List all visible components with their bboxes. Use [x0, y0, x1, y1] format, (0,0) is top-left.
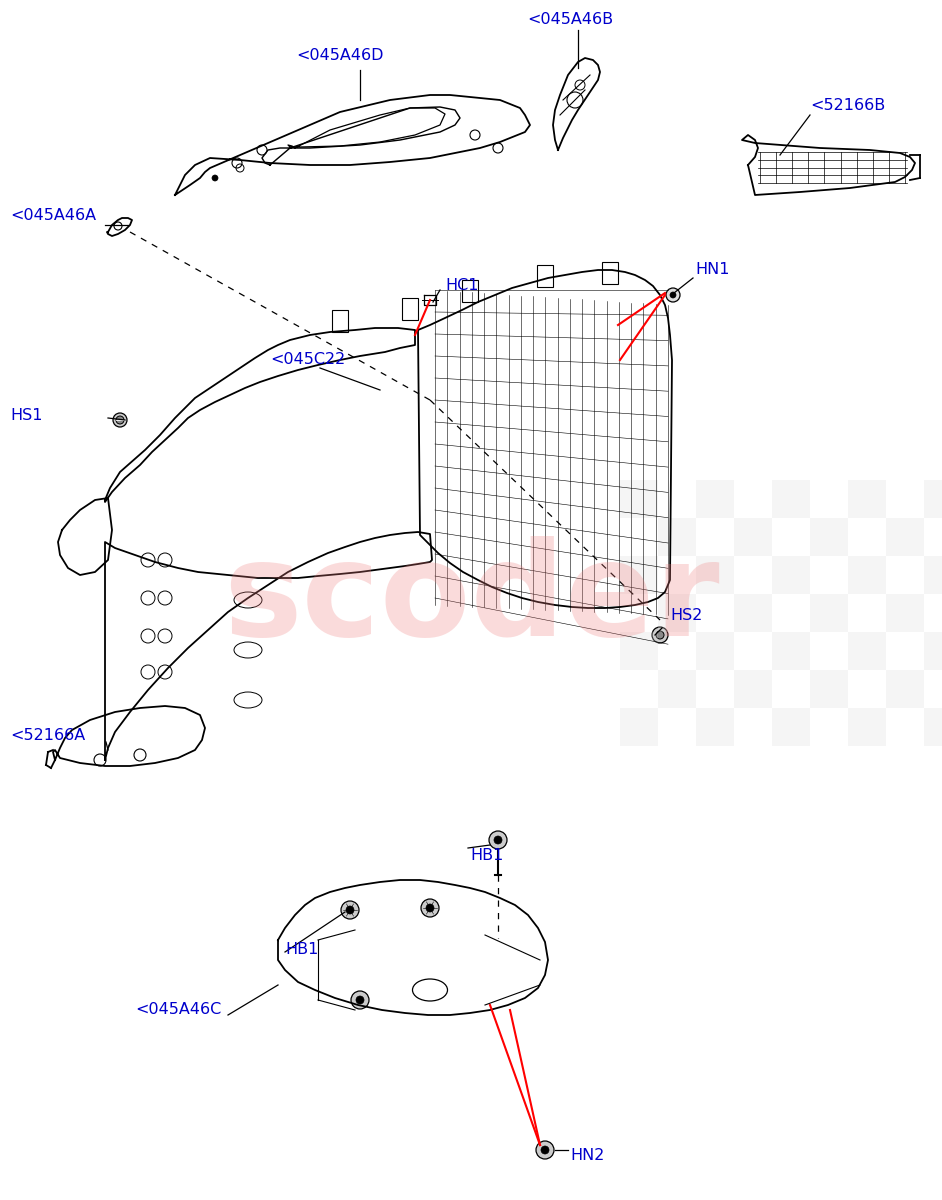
Bar: [620, 556, 658, 594]
Circle shape: [356, 996, 364, 1004]
Bar: [696, 708, 734, 746]
Text: HN1: HN1: [695, 263, 729, 277]
Bar: [658, 594, 696, 632]
Text: HS1: HS1: [10, 408, 42, 422]
Text: HS2: HS2: [670, 607, 703, 623]
Bar: [924, 708, 942, 746]
Bar: [848, 708, 886, 746]
Bar: [734, 518, 772, 556]
Circle shape: [656, 631, 664, 638]
Text: <52166A: <52166A: [10, 727, 85, 743]
Circle shape: [351, 991, 369, 1009]
Text: HB1: HB1: [285, 942, 318, 958]
Circle shape: [494, 836, 502, 844]
Bar: [696, 632, 734, 670]
Circle shape: [116, 416, 124, 424]
Text: <52166B: <52166B: [810, 97, 885, 113]
Bar: [462, 280, 478, 302]
Bar: [696, 480, 734, 518]
Bar: [772, 708, 810, 746]
Circle shape: [113, 413, 127, 427]
Bar: [886, 594, 924, 632]
Bar: [658, 670, 696, 708]
Circle shape: [541, 1146, 549, 1154]
Bar: [810, 670, 848, 708]
Bar: [658, 518, 696, 556]
Bar: [620, 708, 658, 746]
Circle shape: [346, 906, 354, 914]
Bar: [810, 594, 848, 632]
Bar: [924, 480, 942, 518]
Circle shape: [421, 899, 439, 917]
Text: scoder: scoder: [222, 536, 720, 664]
Bar: [620, 480, 658, 518]
Circle shape: [666, 288, 680, 302]
Bar: [924, 556, 942, 594]
Bar: [734, 670, 772, 708]
Bar: [772, 556, 810, 594]
Circle shape: [489, 830, 507, 850]
Bar: [734, 594, 772, 632]
Text: HN2: HN2: [570, 1147, 605, 1163]
Circle shape: [652, 626, 668, 643]
Text: <045C22: <045C22: [270, 353, 346, 367]
Bar: [620, 632, 658, 670]
Bar: [537, 265, 553, 287]
Bar: [696, 556, 734, 594]
Circle shape: [426, 904, 434, 912]
Circle shape: [212, 175, 218, 181]
Circle shape: [341, 901, 359, 919]
Text: <045A46A: <045A46A: [10, 208, 96, 222]
Bar: [332, 310, 348, 332]
Circle shape: [670, 292, 676, 298]
Bar: [848, 556, 886, 594]
Bar: [402, 298, 418, 320]
Text: <045A46B: <045A46B: [527, 12, 613, 28]
Bar: [772, 632, 810, 670]
Bar: [848, 480, 886, 518]
Text: HC1: HC1: [445, 277, 479, 293]
Bar: [886, 518, 924, 556]
Text: <045A46C: <045A46C: [135, 1002, 221, 1018]
Circle shape: [536, 1141, 554, 1159]
Bar: [924, 632, 942, 670]
Bar: [810, 518, 848, 556]
Text: <045A46D: <045A46D: [296, 48, 383, 62]
Bar: [772, 480, 810, 518]
Text: HB1: HB1: [470, 847, 503, 863]
Bar: [848, 632, 886, 670]
Bar: [602, 262, 618, 284]
Bar: [886, 670, 924, 708]
